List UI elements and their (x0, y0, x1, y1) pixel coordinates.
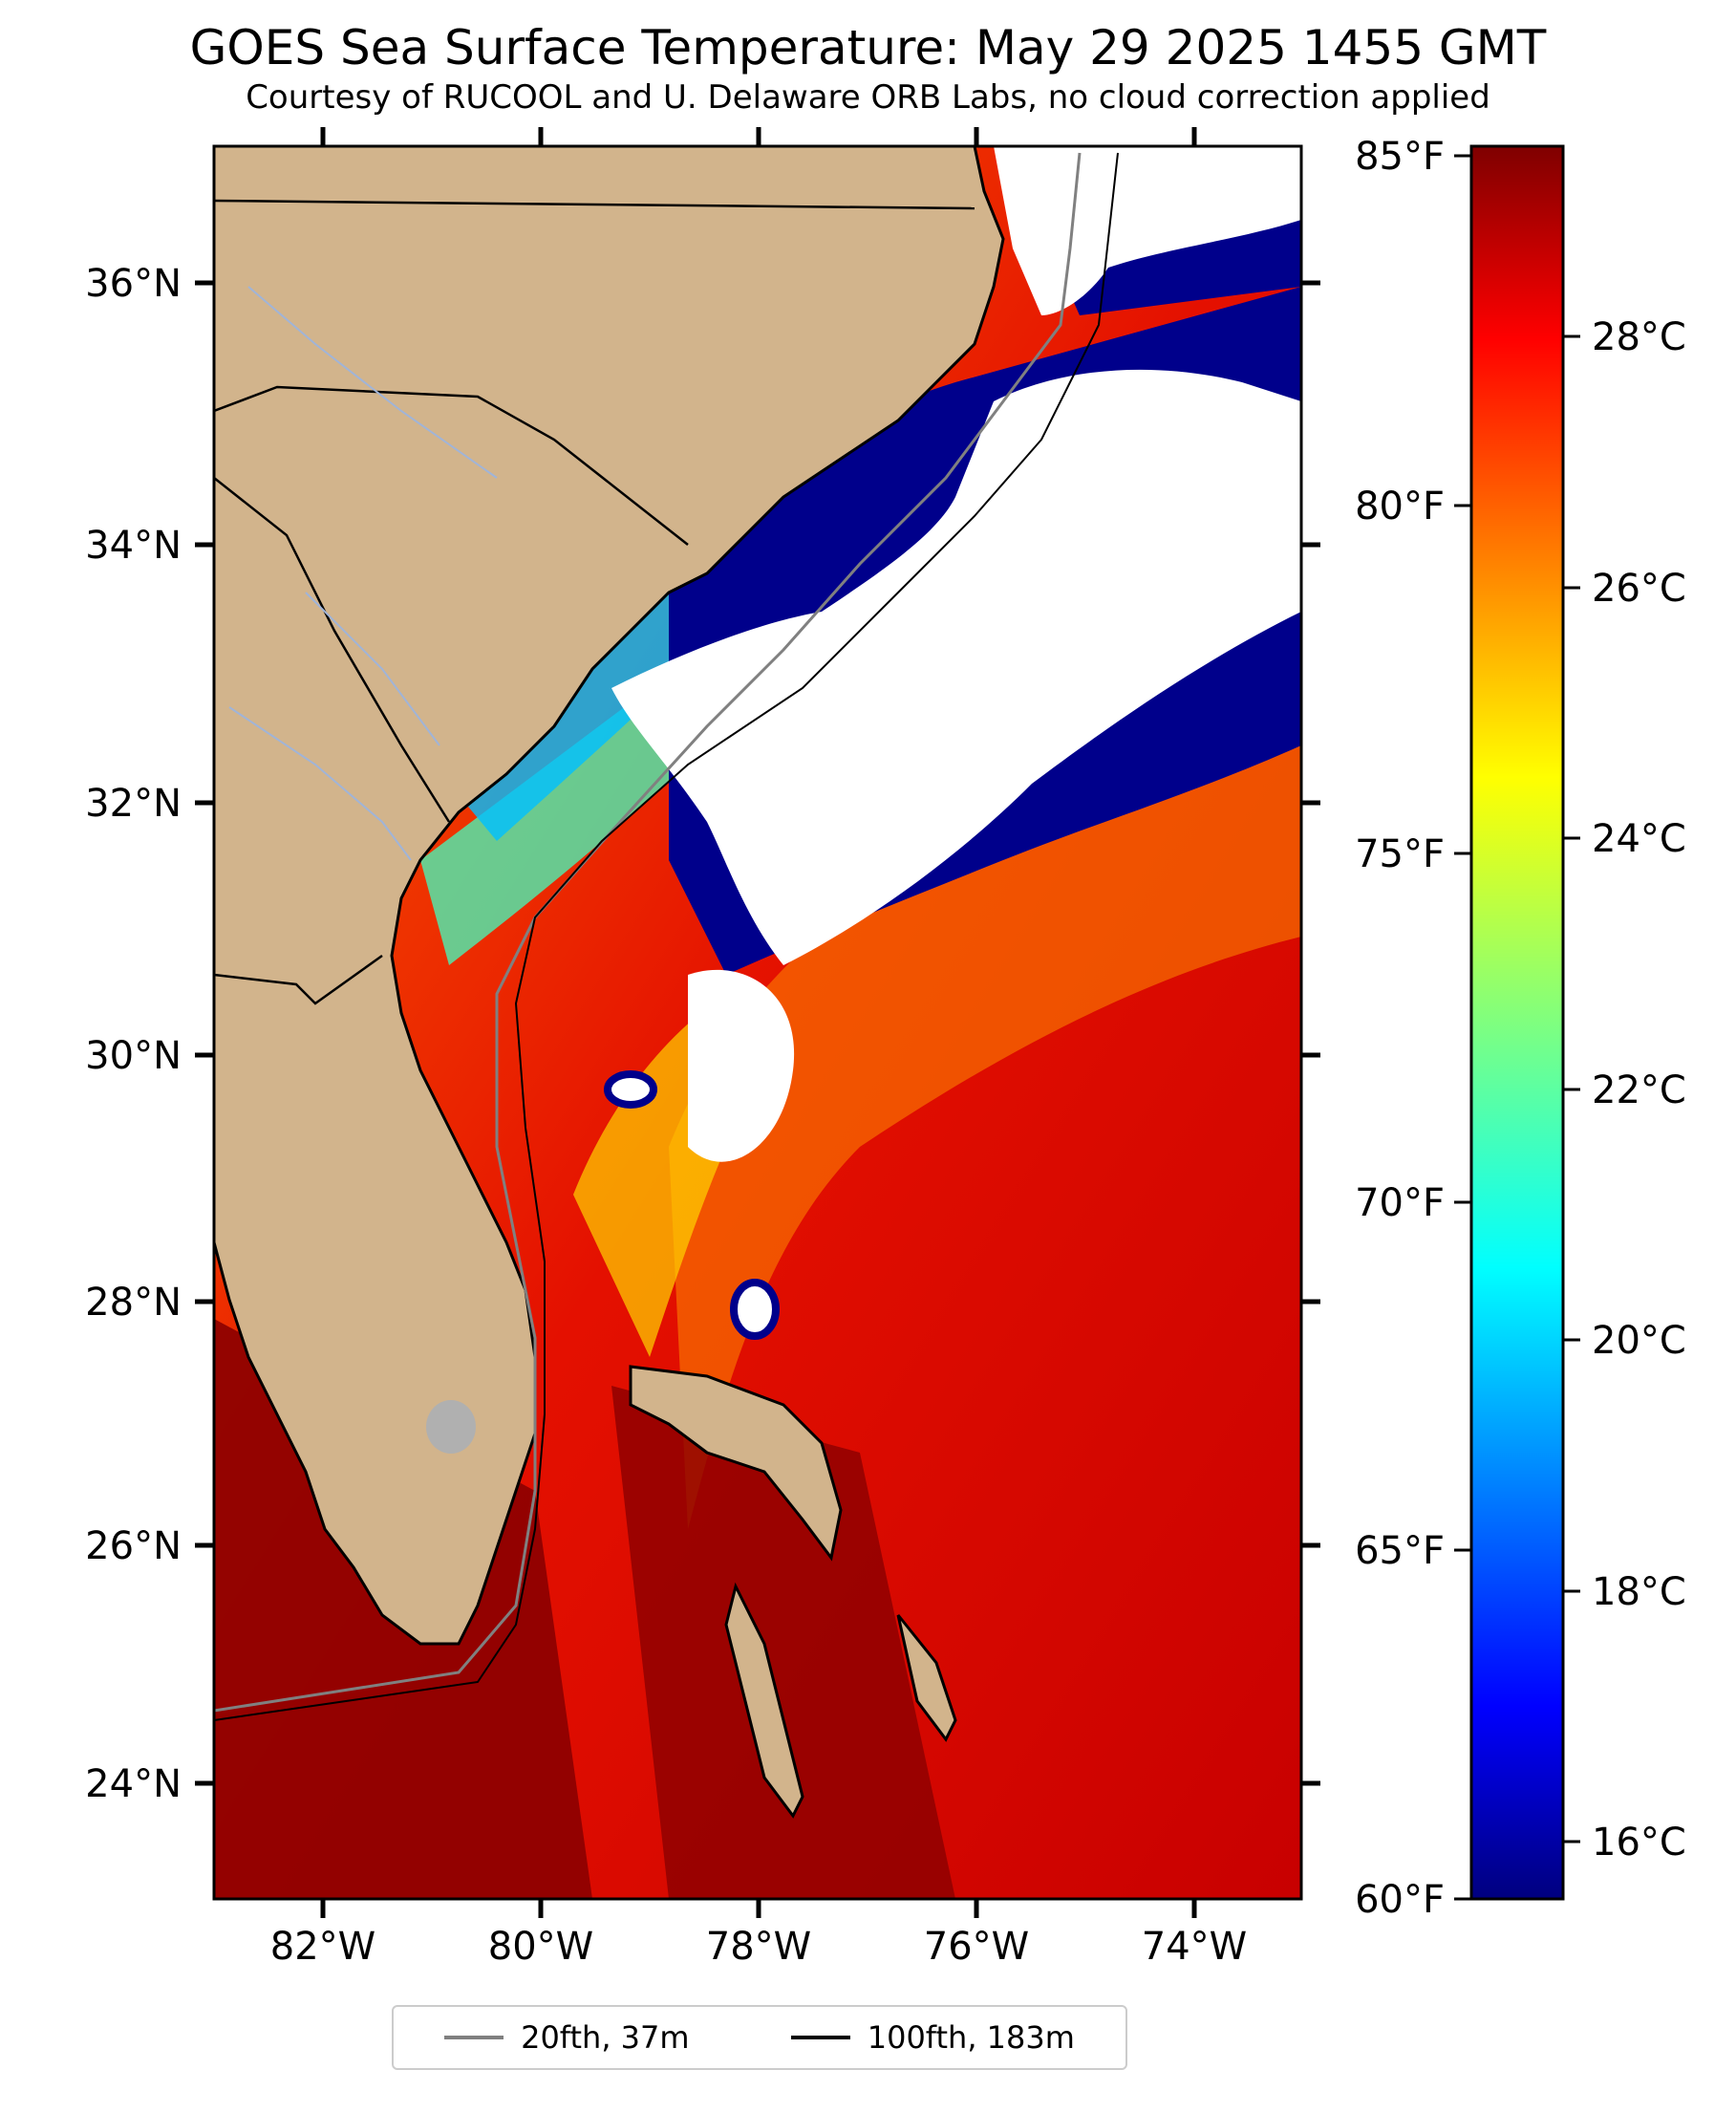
lat-label: 28°N (85, 1281, 182, 1325)
sst-hot-water-bahamas (611, 1386, 955, 1899)
lon-label: 82°W (270, 1925, 375, 1969)
lon-axis: 82°W 80°W 78°W 76°W 74°W (270, 127, 1247, 1969)
lon-label: 76°W (924, 1925, 1029, 1969)
fahrenheit-label: 80°F (1355, 485, 1445, 528)
lat-axis: 36°N 34°N 32°N 30°N 28°N 26°N 24°N (85, 262, 1320, 1806)
lat-label: 30°N (85, 1034, 182, 1078)
celsius-label: 24°C (1592, 817, 1686, 861)
fahrenheit-label: 65°F (1355, 1529, 1445, 1573)
map-title: GOES Sea Surface Temperature: May 29 202… (189, 20, 1547, 75)
cloud-north (994, 146, 1301, 315)
colorbar-fahrenheit-axis: 85°F 80°F 75°F 70°F 65°F 60°F (1355, 135, 1471, 1922)
lon-label: 74°W (1142, 1925, 1247, 1969)
land-us-coast (214, 146, 1005, 1646)
map-subtitle: Courtesy of RUCOOL and U. Delaware ORB L… (246, 78, 1490, 117)
celsius-label: 20°C (1592, 1319, 1686, 1363)
celsius-label: 26°C (1592, 567, 1686, 611)
celsius-label: 28°C (1592, 315, 1686, 359)
lake-okeechobee (426, 1400, 476, 1454)
border-ga-fl (214, 954, 383, 1005)
land-bahamas-abaco (629, 1365, 843, 1562)
lat-label: 26°N (85, 1524, 182, 1568)
land-bahamas-andros (724, 1582, 804, 1819)
fahrenheit-label: 85°F (1355, 135, 1445, 179)
cloud-south (688, 969, 795, 1162)
colorbar-celsius-axis: 28°C 26°C 24°C 22°C 20°C 18°C 16°C (1563, 315, 1686, 1865)
cloud-patch (730, 1279, 780, 1340)
land-bahamas-eleuthera (896, 1614, 957, 1742)
legend-swatch-black (790, 2036, 850, 2039)
celsius-label: 18°C (1592, 1570, 1686, 1614)
lat-label: 32°N (85, 782, 182, 826)
sst-green-zone (420, 688, 726, 965)
colorbar (1469, 144, 1565, 1901)
cloud-patch (604, 1070, 657, 1109)
lon-label: 80°W (488, 1925, 593, 1969)
legend-entry-100fth: 100fth, 183m (790, 2019, 1075, 2056)
celsius-label: 16°C (1592, 1821, 1686, 1865)
lon-label: 78°W (706, 1925, 811, 1969)
legend-entry-20fth: 20fth, 37m (444, 2019, 690, 2056)
border-va-nc (214, 199, 975, 210)
legend-swatch-gray (444, 2036, 504, 2039)
lat-label: 34°N (85, 524, 182, 568)
celsius-label: 22°C (1592, 1068, 1686, 1112)
lat-label: 36°N (85, 262, 182, 306)
rivers (228, 286, 498, 861)
legend-label: 20fth, 37m (521, 2019, 690, 2056)
border-nc-sc (214, 385, 689, 546)
isobath-legend: 20fth, 37m 100fth, 183m (392, 2005, 1127, 2070)
border-sc-ga (214, 477, 451, 823)
legend-label: 100fth, 183m (867, 2019, 1075, 2056)
cloud-central (611, 369, 1301, 965)
fahrenheit-label: 60°F (1355, 1878, 1445, 1922)
fahrenheit-label: 75°F (1355, 832, 1445, 876)
isobath-100fth-line (214, 152, 1119, 1721)
fahrenheit-label: 70°F (1355, 1181, 1445, 1225)
sst-warm-front (669, 707, 1301, 1529)
map-panel (214, 146, 1301, 1899)
lat-label: 24°N (85, 1762, 182, 1806)
